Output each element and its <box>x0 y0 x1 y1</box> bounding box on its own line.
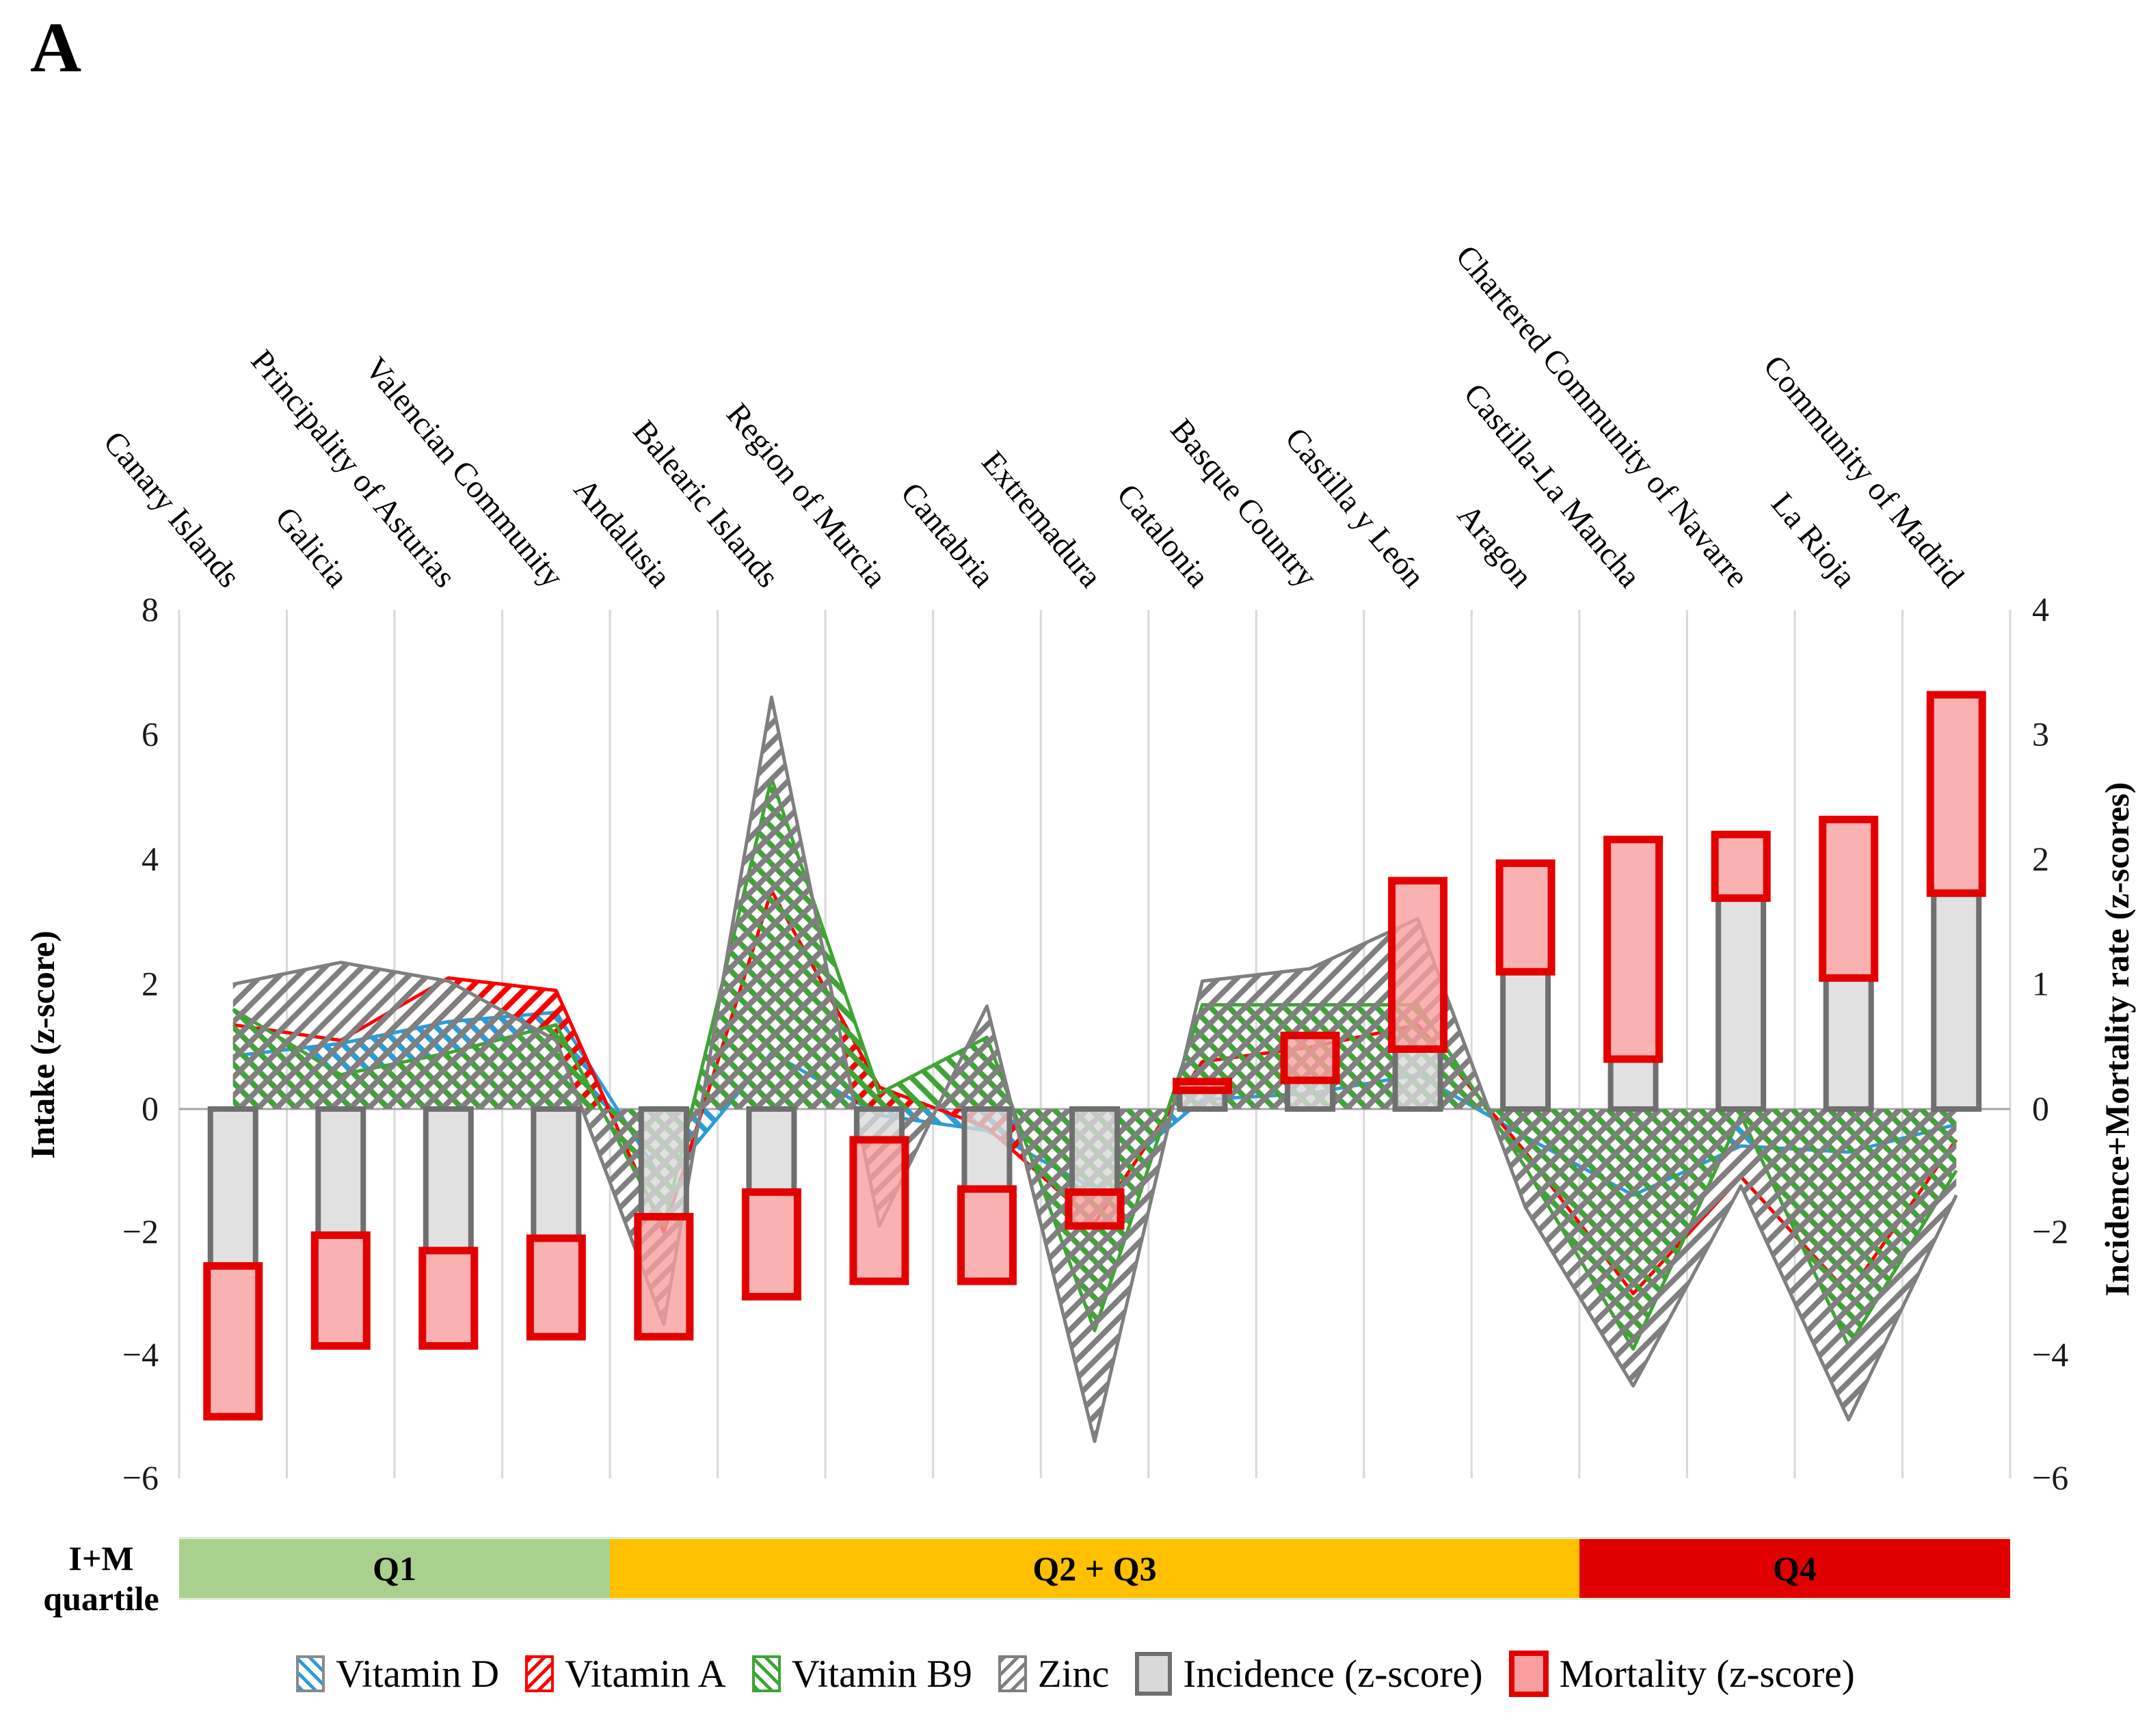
incidence-bar <box>1607 1056 1659 1112</box>
legend-item-incidence-z-score-: Incidence (z-score) <box>1135 1652 1483 1696</box>
left-axis-tick: 4 <box>142 840 159 878</box>
mortality-bar <box>1173 1078 1233 1095</box>
mortality-bar <box>1065 1188 1125 1230</box>
incidence-bar <box>853 1106 905 1143</box>
mortality-bar <box>957 1185 1017 1285</box>
quartile-strip: Q1 Q2 + Q3 Q4 <box>179 1537 2010 1600</box>
incidence-bar <box>423 1106 474 1253</box>
incidence-bar <box>315 1106 366 1238</box>
mortality-bar <box>1819 816 1879 982</box>
legend-swatch-hatch-icon <box>525 1655 555 1692</box>
mortality-bar <box>1388 877 1448 1053</box>
incidence-bar <box>207 1106 258 1269</box>
legend-swatch-hatch-icon <box>751 1655 781 1692</box>
left-axis-tick: −2 <box>122 1212 159 1251</box>
incidence-bar <box>1500 969 1551 1112</box>
mortality-bar <box>1926 691 1986 897</box>
right-axis-title: Incidence+Mortality rate (z-scores) <box>2098 782 2136 1297</box>
left-axis-tick: 8 <box>142 590 159 628</box>
left-axis-tick: −6 <box>122 1458 159 1497</box>
legend-label: Vitamin D <box>336 1652 500 1696</box>
left-axis-tick: 2 <box>142 965 159 1003</box>
panel-letter: A <box>30 8 82 87</box>
incidence-bar <box>1285 1078 1336 1112</box>
incidence-bar <box>1931 890 1982 1112</box>
left-axis-title: Intake (z-score) <box>23 931 62 1159</box>
right-axis-tick: 1 <box>2032 965 2049 1003</box>
legend-item-vitamin-b9: Vitamin B9 <box>751 1652 972 1696</box>
legend-label: Zinc <box>1037 1652 1110 1696</box>
left-axis-tick: −4 <box>122 1335 159 1374</box>
right-axis-tick: 0 <box>2032 1089 2049 1127</box>
area-edge-zinc <box>232 695 1958 1443</box>
area-zinc <box>232 697 1957 1441</box>
legend-item-mortality-z-score-: Mortality (z-score) <box>1508 1651 1855 1697</box>
incidence-bar <box>961 1106 1013 1192</box>
right-axis-tick: 3 <box>2032 715 2049 753</box>
legend-swatch-solid-icon <box>1508 1651 1549 1697</box>
quartile-segment-q2q3: Q2 + Q3 <box>610 1539 1579 1598</box>
legend-label: Mortality (z-score) <box>1559 1652 1855 1696</box>
mortality-bar <box>1711 831 1771 903</box>
incidence-bar <box>638 1106 689 1220</box>
legend-item-vitamin-a: Vitamin A <box>525 1652 726 1696</box>
mortality-bar <box>310 1231 371 1350</box>
mortality-bar <box>1603 836 1664 1063</box>
incidence-bar <box>1392 1046 1443 1112</box>
mortality-bar <box>418 1246 479 1350</box>
quartile-segment-q4: Q4 <box>1579 1539 2010 1598</box>
legend-label: Incidence (z-score) <box>1183 1652 1483 1696</box>
incidence-bar <box>746 1106 797 1195</box>
mortality-bar <box>634 1213 694 1341</box>
mortality-bar <box>203 1262 263 1421</box>
left-axis-tick: 0 <box>142 1089 159 1127</box>
mortality-bar <box>1495 859 1555 976</box>
right-axis-tick: −2 <box>2032 1212 2068 1251</box>
incidence-bar <box>1823 975 1874 1112</box>
right-axis-tick: 4 <box>2032 590 2049 628</box>
legend-swatch-solid-icon <box>1135 1652 1173 1696</box>
incidence-bar <box>531 1106 582 1241</box>
legend-label: Vitamin B9 <box>791 1652 972 1696</box>
mortality-bar <box>526 1234 586 1341</box>
mortality-bar <box>1280 1031 1340 1084</box>
legend-swatch-hatch-icon <box>998 1655 1027 1692</box>
mortality-bar <box>849 1136 909 1285</box>
quartile-row-label: I+M quartile <box>43 1539 159 1618</box>
legend-item-vitamin-d: Vitamin D <box>296 1652 499 1696</box>
right-axis-tick: 2 <box>2032 840 2049 878</box>
mortality-bar <box>741 1188 801 1300</box>
incidence-bar <box>1715 895 1767 1112</box>
legend-swatch-hatch-icon <box>296 1655 325 1692</box>
legend: Vitamin D Vitamin A Vitamin B9 Zinc Incidenc… <box>0 1651 2151 1697</box>
right-axis-tick: −4 <box>2032 1335 2068 1374</box>
legend-label: Vitamin A <box>565 1652 726 1696</box>
right-axis-tick: −6 <box>2032 1458 2068 1497</box>
incidence-bar <box>1069 1106 1120 1195</box>
left-axis-tick: 6 <box>142 715 159 753</box>
quartile-segment-q1: Q1 <box>179 1539 611 1598</box>
legend-item-zinc: Zinc <box>998 1652 1109 1696</box>
